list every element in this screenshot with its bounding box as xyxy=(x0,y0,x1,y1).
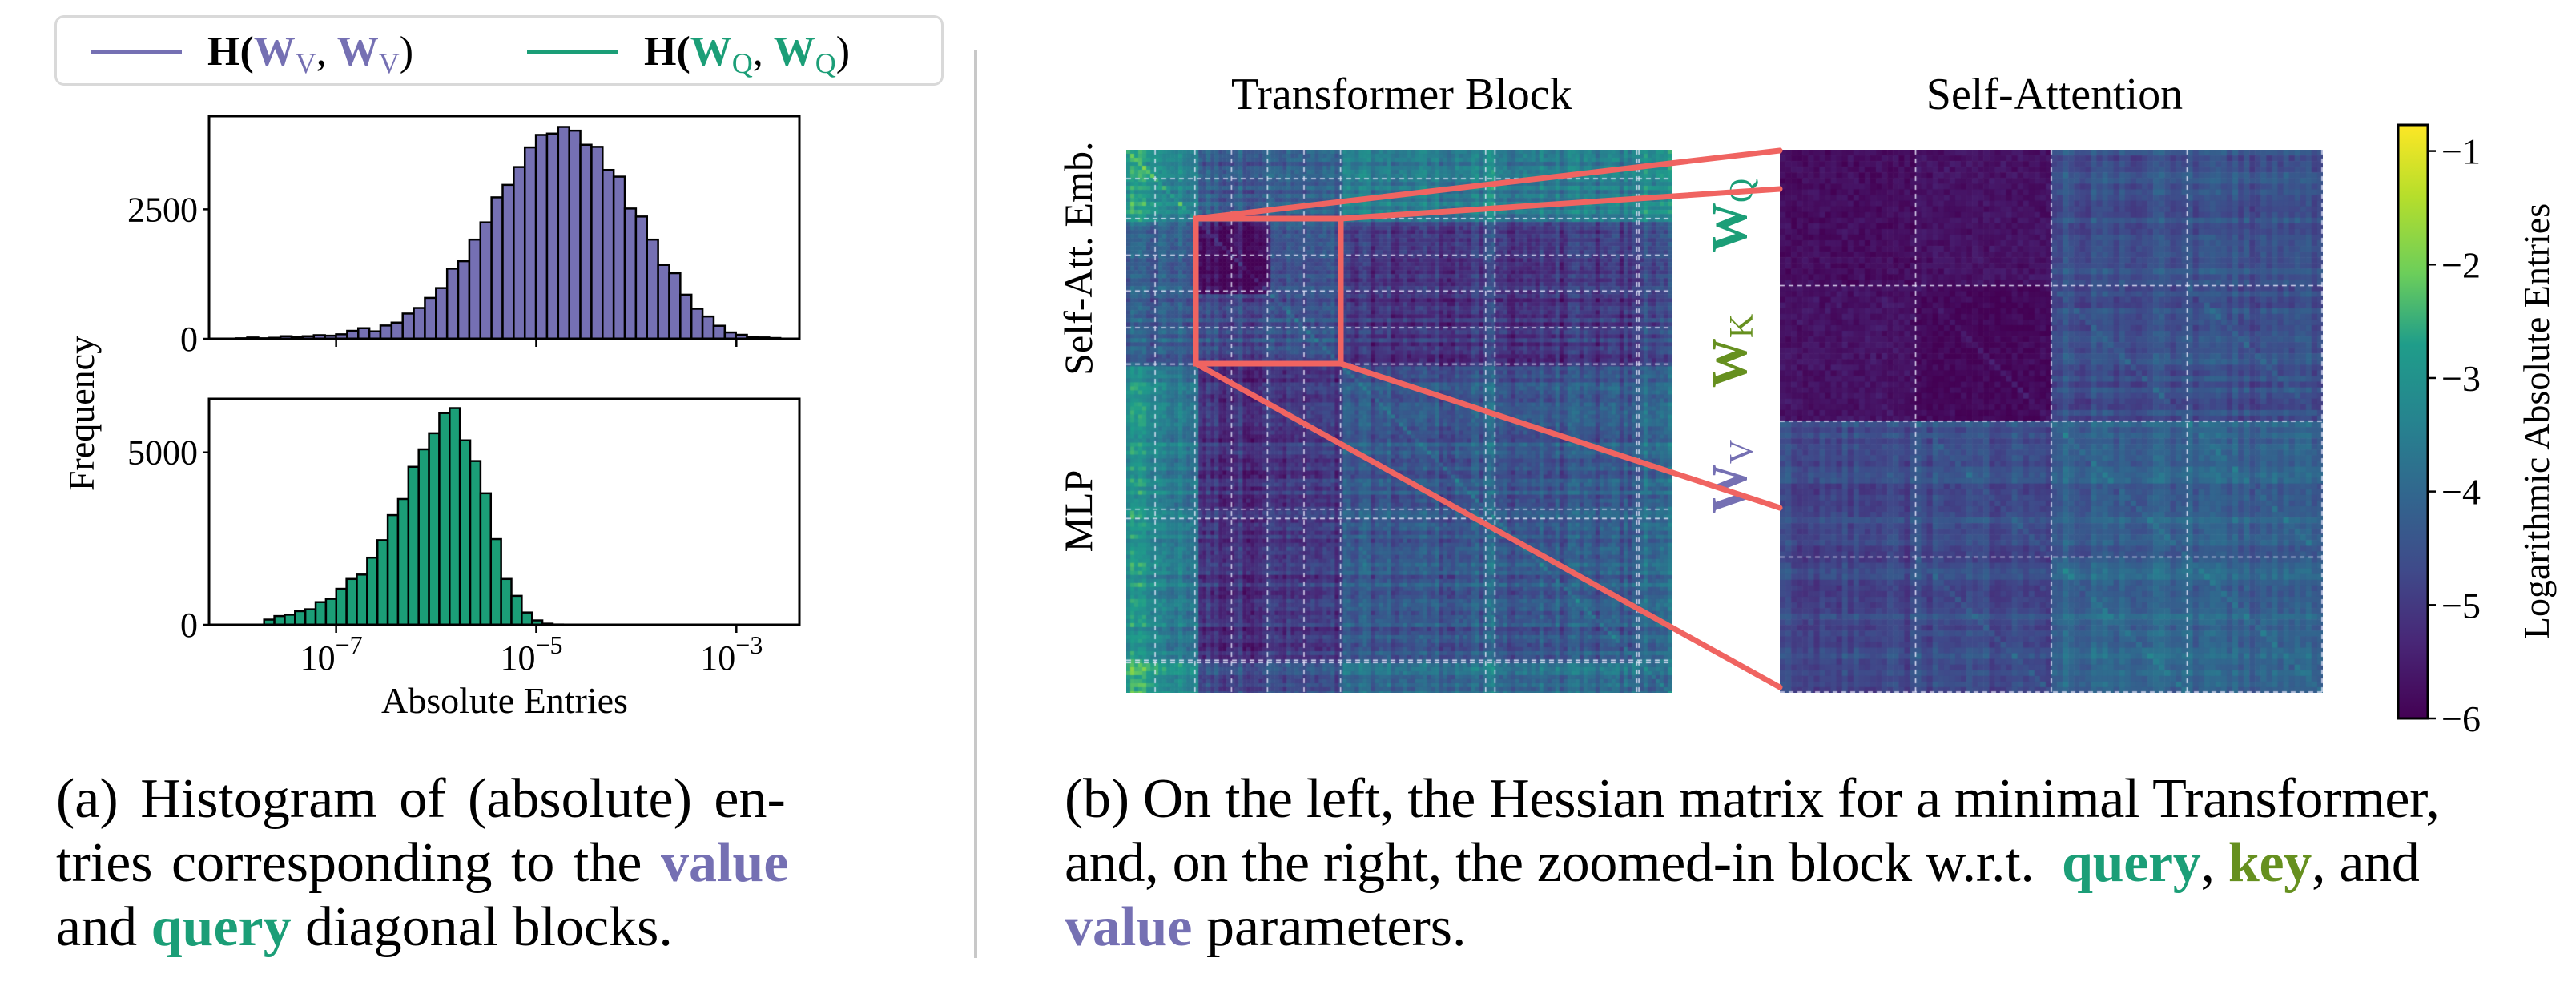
colorbar xyxy=(2397,123,2429,720)
histogram-query-plot: 0 5000 10−7 10−5 10−3 xyxy=(127,397,801,678)
transformer-block-heatmap xyxy=(1126,150,1672,693)
legend-sub: V xyxy=(295,47,316,79)
caption-b-line1: (b) On the left, the Hessian matrix for … xyxy=(1065,768,2440,830)
legend-prefix: H( xyxy=(644,29,690,74)
legend-label-query: H(WQ, WQ) xyxy=(644,24,850,91)
x-tick-label: 10−5 xyxy=(500,630,562,678)
colorbar-label: Logarithmic Absolute Entries xyxy=(2516,203,2557,639)
panel-divider xyxy=(974,50,977,958)
colorbar-tick-label: −2 xyxy=(2441,244,2481,285)
histogram-value-plot: 0 2500 xyxy=(127,115,801,359)
legend-sub: Q xyxy=(815,47,836,79)
legend-w: W xyxy=(253,29,296,74)
colorbar-tick-label: −4 xyxy=(2441,472,2481,513)
caption-text: , and xyxy=(2312,832,2420,894)
x-tick-label: 10−7 xyxy=(300,630,363,678)
connector-line-top-1 xyxy=(1193,147,1783,222)
self-attention-heatmap xyxy=(1780,150,2323,693)
legend-swatch-query xyxy=(527,50,618,54)
legend-label-value: H(WV, WV) xyxy=(207,24,413,91)
caption-value-word: value xyxy=(660,832,789,894)
x-axis-label: Absolute Entries xyxy=(381,680,628,721)
colorbar-tick-label: −6 xyxy=(2441,698,2481,737)
colorbar-tick-label: −5 xyxy=(2441,585,2481,626)
caption-text: parameters. xyxy=(1192,896,1467,958)
legend-w: W xyxy=(690,29,732,74)
self-attention-title: Self-Attention xyxy=(1926,70,2184,119)
colorbar-tick-label: −3 xyxy=(2441,358,2481,399)
axes-frame xyxy=(207,115,801,340)
legend-prefix: H( xyxy=(207,29,254,74)
caption-text: diagonal blocks. xyxy=(291,896,673,958)
overlay-layer: −1 −2 −3 −4 −5 −6 Logarithmic Absolute Entrie… xyxy=(1193,123,2557,737)
caption-text: and, on the right, the zoomed-in block w… xyxy=(1065,832,2062,894)
connector-line-bottom-2 xyxy=(1193,360,1783,690)
y-axis-label: Frequency xyxy=(61,336,102,491)
caption-b-line3: value parameters. xyxy=(1065,895,2440,960)
transformer-block-title: Transformer Block xyxy=(1231,70,1572,119)
zoom-connectors xyxy=(1193,147,1783,690)
x-tick-label: 10−3 xyxy=(700,630,763,678)
caption-text: tries corresponding to the xyxy=(56,832,661,894)
caption-a-line3: and query diagonal blocks. xyxy=(56,895,788,960)
colorbar-tick-label: −1 xyxy=(2441,131,2481,172)
y-tick-label: 2500 xyxy=(127,190,198,229)
colorbar-ticks: −1 −2 −3 −4 −5 −6 xyxy=(2428,131,2481,737)
zoom-box xyxy=(1193,215,1344,367)
legend-swatch-value xyxy=(91,50,182,54)
caption-b: (b) On the left, the Hessian matrix for … xyxy=(1065,767,2440,960)
caption-text: , xyxy=(2200,832,2228,894)
caption-query-word: query xyxy=(2061,832,2201,894)
connector-line-bottom-1 xyxy=(1338,360,1783,511)
connector-line-top-2 xyxy=(1338,186,1783,222)
legend-suffix: ) xyxy=(835,29,851,74)
caption-text: and xyxy=(56,896,151,958)
caption-query-word: query xyxy=(151,896,292,958)
y-tick-label: 0 xyxy=(180,320,198,359)
caption-value-word: value xyxy=(1065,896,1193,958)
legend-sub: Q xyxy=(731,47,753,79)
caption-a-line1: (a) Histogram of (absolute) en- xyxy=(56,768,786,830)
caption-a-line2: tries corresponding to the value xyxy=(56,831,788,895)
legend-sub: V xyxy=(378,47,400,79)
y-tick-label: 5000 xyxy=(127,433,198,473)
legend-sep: , xyxy=(316,29,337,74)
legend-sep: , xyxy=(752,29,774,74)
histogram-figure: 0 2500 0 5000 10−7 10−5 10−3 Frequency Absolu… xyxy=(61,115,801,721)
caption-key-word: key xyxy=(2228,832,2312,894)
chart-legend: H(WV, WV) H(WQ, WQ) xyxy=(54,15,944,86)
y-tick-label: 0 xyxy=(180,606,198,645)
axes-frame xyxy=(207,397,801,626)
legend-w: W xyxy=(336,29,379,74)
legend-suffix: ) xyxy=(399,29,414,74)
legend-w: W xyxy=(773,29,815,74)
caption-a: (a) Histogram of (absolute) en- tries co… xyxy=(56,767,788,960)
caption-b-line2: and, on the right, the zoomed-in block w… xyxy=(1065,831,2440,895)
